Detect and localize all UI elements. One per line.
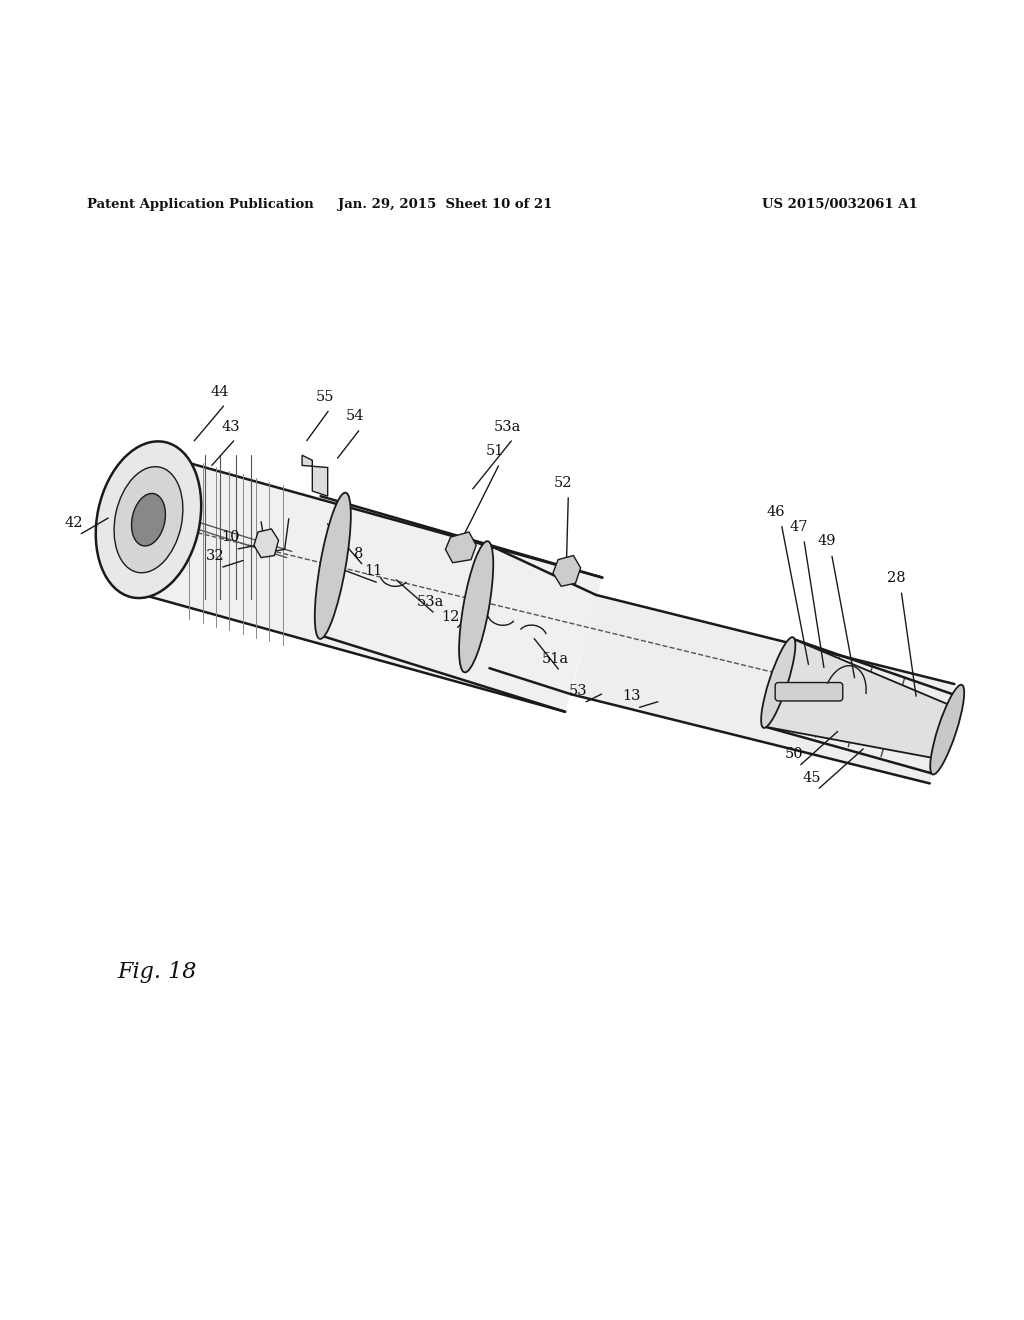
Text: 13: 13 xyxy=(623,689,641,704)
Text: 50: 50 xyxy=(784,747,803,762)
Text: 49: 49 xyxy=(817,535,836,548)
Text: 53a: 53a xyxy=(417,595,443,609)
Ellipse shape xyxy=(314,492,351,639)
Text: 8: 8 xyxy=(353,546,364,561)
FancyBboxPatch shape xyxy=(775,682,843,701)
Text: 46: 46 xyxy=(767,504,785,519)
Text: 43: 43 xyxy=(221,420,240,434)
Text: 44: 44 xyxy=(211,385,229,399)
Polygon shape xyxy=(254,529,279,557)
Text: 12: 12 xyxy=(441,610,460,624)
Text: 45: 45 xyxy=(803,771,821,785)
Polygon shape xyxy=(571,595,954,783)
Ellipse shape xyxy=(96,441,201,598)
Ellipse shape xyxy=(930,685,965,775)
Polygon shape xyxy=(445,532,476,562)
Polygon shape xyxy=(140,459,602,711)
Polygon shape xyxy=(553,556,581,586)
Ellipse shape xyxy=(131,494,166,546)
Text: 52: 52 xyxy=(554,477,572,490)
Text: Fig. 18: Fig. 18 xyxy=(118,961,198,983)
Polygon shape xyxy=(302,455,328,496)
Ellipse shape xyxy=(114,467,183,573)
Text: 42: 42 xyxy=(65,516,83,529)
Text: 32: 32 xyxy=(206,549,224,562)
Text: Patent Application Publication: Patent Application Publication xyxy=(87,198,313,211)
Text: 54: 54 xyxy=(346,409,365,424)
Polygon shape xyxy=(765,639,950,758)
Text: 47: 47 xyxy=(790,520,808,535)
Ellipse shape xyxy=(459,541,494,672)
Ellipse shape xyxy=(761,638,796,727)
Text: 51a: 51a xyxy=(542,652,568,667)
Text: 28: 28 xyxy=(887,572,905,585)
Text: 55: 55 xyxy=(315,389,334,404)
Text: US 2015/0032061 A1: US 2015/0032061 A1 xyxy=(762,198,918,211)
Text: Jan. 29, 2015  Sheet 10 of 21: Jan. 29, 2015 Sheet 10 of 21 xyxy=(338,198,553,211)
Text: 53: 53 xyxy=(569,684,588,698)
Text: 10: 10 xyxy=(221,531,240,544)
Text: 53a: 53a xyxy=(495,420,521,434)
Text: 11: 11 xyxy=(365,564,383,578)
Text: 51: 51 xyxy=(485,445,504,458)
